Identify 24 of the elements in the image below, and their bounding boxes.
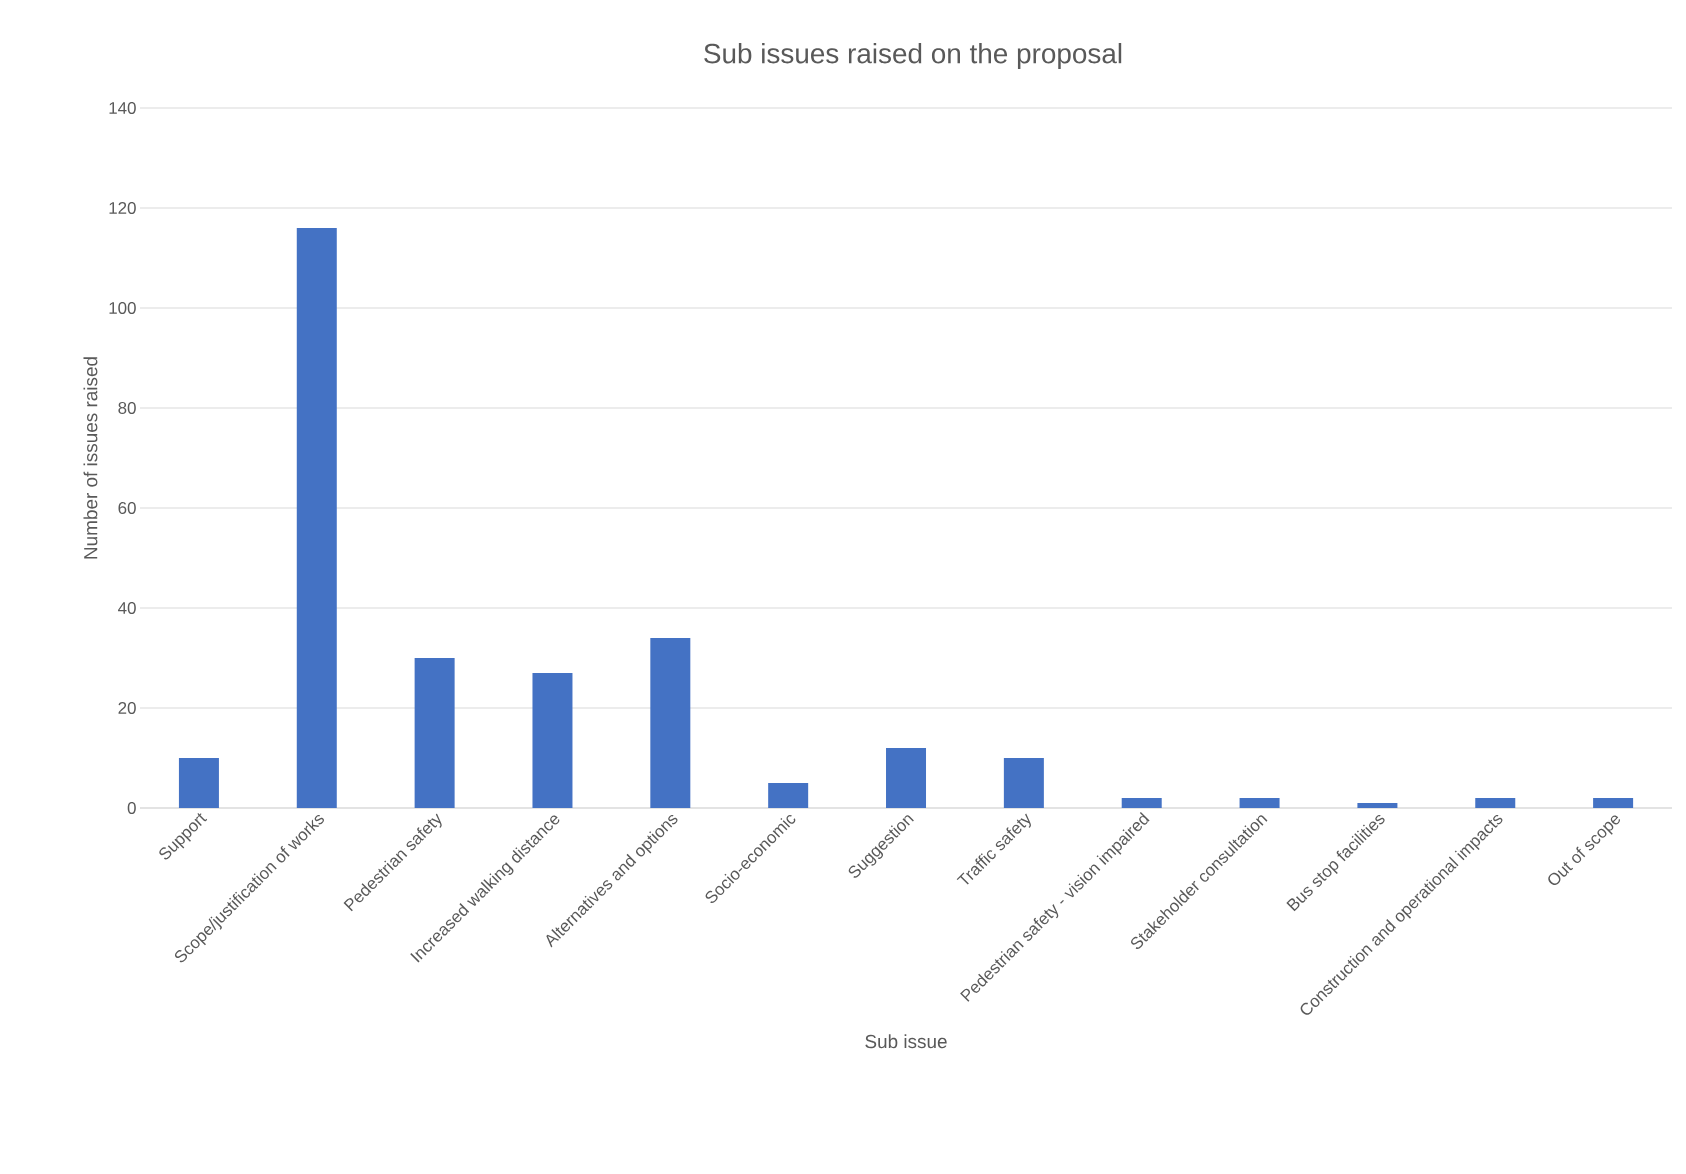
bar [532, 672, 573, 808]
y-tick-label: 40 [118, 601, 136, 614]
bar [886, 747, 927, 808]
y-tick-label: 140 [109, 101, 136, 114]
bar [1239, 798, 1280, 808]
bar [1003, 757, 1044, 808]
y-tick-label: 120 [109, 201, 136, 214]
x-axis-title: Sub issue [865, 1034, 947, 1049]
bar [178, 757, 219, 808]
y-tick-label: 0 [127, 802, 136, 814]
y-tick-label: 20 [118, 702, 136, 714]
chart-title: Sub issues raised on the proposal [704, 43, 1122, 69]
y-tick-label: 60 [118, 501, 136, 514]
y-tick-label: 80 [118, 401, 136, 414]
bar [414, 657, 455, 808]
bar [1593, 798, 1634, 808]
y-tick-label: 100 [109, 301, 136, 314]
bar [1357, 803, 1398, 808]
bar [768, 782, 809, 808]
bar [650, 637, 691, 808]
y-axis-title: Number of issues raised [83, 357, 98, 559]
bar [1121, 798, 1162, 808]
bar [1475, 798, 1516, 808]
bar [296, 227, 337, 808]
